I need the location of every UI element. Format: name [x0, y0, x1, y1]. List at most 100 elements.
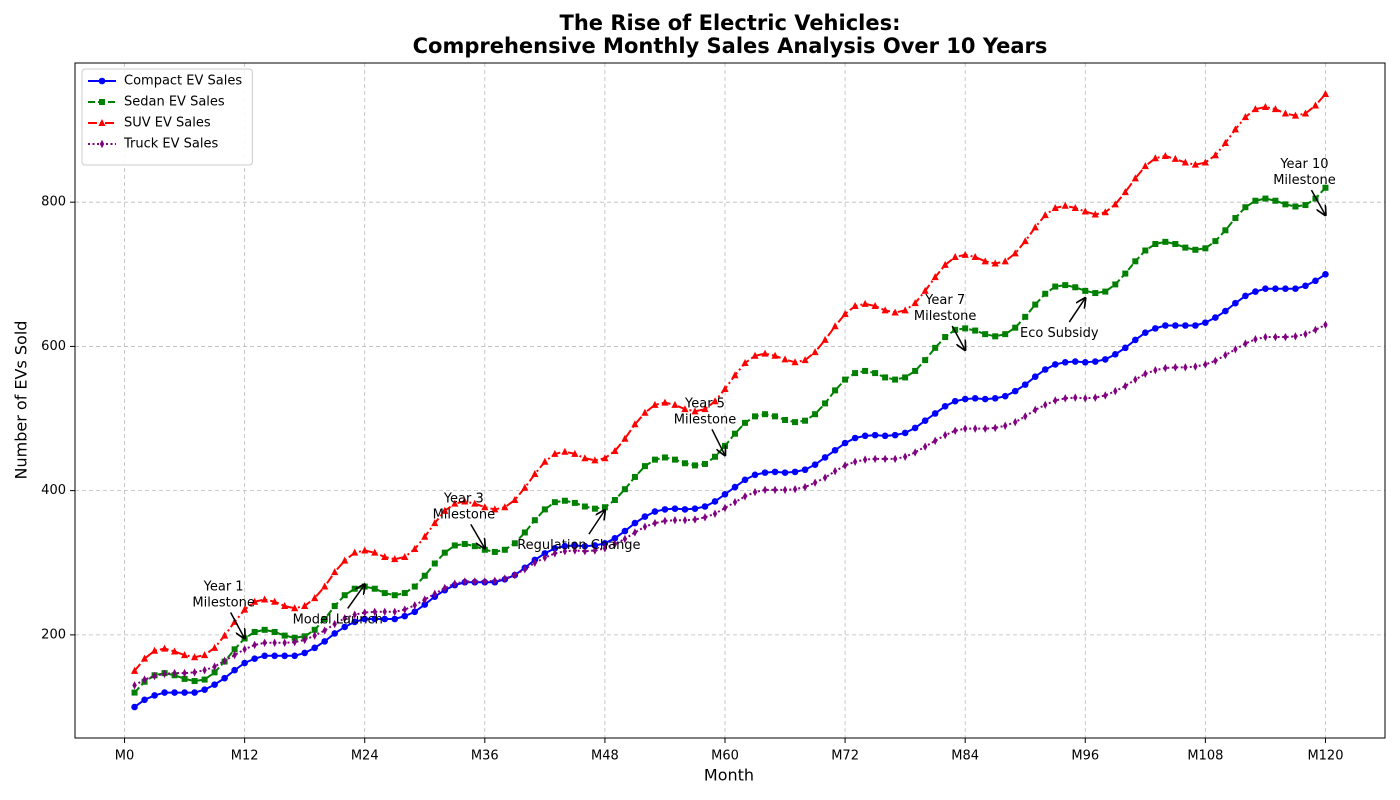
marker: [1322, 270, 1329, 278]
x-tick-label: M12: [231, 749, 259, 764]
marker: [651, 400, 659, 408]
marker: [1123, 381, 1128, 391]
marker: [241, 659, 248, 667]
marker: [772, 485, 778, 495]
marker: [171, 689, 178, 696]
marker: [1202, 319, 1209, 326]
annotation-arrow: [229, 612, 245, 638]
marker: [741, 476, 749, 484]
marker: [532, 558, 538, 567]
marker: [1212, 238, 1219, 245]
marker: [1053, 396, 1058, 405]
marker: [1091, 358, 1099, 365]
marker: [1052, 283, 1059, 290]
marker: [282, 638, 287, 648]
marker: [341, 623, 349, 631]
marker: [200, 651, 209, 659]
marker: [811, 461, 819, 468]
marker: [971, 252, 979, 260]
marker: [311, 644, 318, 652]
marker: [1271, 105, 1280, 113]
annotation-text: Year 10 Milestone: [1273, 157, 1336, 188]
legend-marker: [99, 99, 105, 105]
marker: [391, 615, 399, 623]
marker: [932, 344, 939, 351]
marker: [461, 497, 469, 505]
marker: [421, 601, 429, 608]
marker: [681, 506, 689, 513]
marker: [1272, 285, 1279, 293]
marker: [632, 528, 638, 537]
marker: [1281, 109, 1290, 117]
marker: [421, 532, 429, 540]
marker: [1241, 113, 1249, 121]
marker: [681, 460, 688, 467]
marker: [292, 637, 297, 647]
marker: [941, 402, 949, 410]
marker: [201, 676, 208, 683]
marker: [762, 485, 768, 495]
marker: [1303, 329, 1308, 339]
axes: 200 400 600 800 M0 M12 M24 M36 M48 M60 M72 M84 M96 M1…: [41, 195, 1343, 764]
marker: [1273, 332, 1278, 342]
marker: [781, 469, 789, 476]
marker: [742, 419, 749, 426]
marker: [1031, 223, 1039, 231]
marker: [712, 509, 718, 518]
marker: [952, 426, 958, 435]
marker: [762, 411, 769, 418]
marker: [671, 400, 679, 408]
marker: [271, 652, 278, 660]
marker: [871, 431, 879, 439]
annotations: Year 1 Milestone Model Launch Year 3 Milesto…: [192, 157, 1336, 639]
marker: [902, 374, 909, 381]
marker: [1282, 201, 1289, 208]
marker: [962, 424, 968, 433]
marker: [671, 505, 679, 512]
marker: [1132, 258, 1139, 265]
marker: [961, 395, 969, 403]
marker: [1081, 207, 1089, 215]
marker: [1083, 394, 1088, 403]
marker: [321, 582, 329, 590]
marker: [1231, 125, 1239, 133]
marker: [631, 519, 639, 527]
marker: [1051, 203, 1059, 211]
marker: [832, 387, 839, 394]
marker: [180, 651, 189, 659]
marker: [151, 692, 158, 699]
series-line: [134, 323, 1326, 687]
marker: [221, 631, 229, 639]
marker: [381, 615, 389, 623]
marker: [541, 457, 549, 465]
marker: [612, 539, 618, 549]
marker: [982, 424, 988, 433]
marker: [262, 638, 267, 648]
marker: [1152, 241, 1159, 248]
marker: [641, 408, 649, 416]
marker: [241, 605, 249, 613]
marker: [761, 469, 769, 476]
marker: [441, 549, 448, 556]
plot-frame: [74, 62, 1386, 739]
marker: [1011, 249, 1019, 257]
marker: [1143, 369, 1148, 379]
marker: [1153, 366, 1158, 375]
marker: [361, 615, 369, 623]
marker: [1192, 246, 1199, 253]
marker: [792, 485, 798, 494]
legend-entry: SUV EV Sales: [88, 116, 211, 131]
y-axis-label: Number of EVs Sold: [12, 321, 31, 480]
marker: [302, 635, 307, 645]
marker: [131, 703, 138, 711]
marker: [182, 668, 187, 678]
marker: [231, 646, 238, 653]
marker: [291, 604, 299, 612]
series: [131, 184, 1329, 696]
marker: [1132, 336, 1139, 344]
marker: [140, 654, 149, 662]
marker: [701, 405, 709, 413]
marker: [1102, 288, 1109, 295]
series: [132, 320, 1328, 690]
marker: [961, 250, 969, 258]
